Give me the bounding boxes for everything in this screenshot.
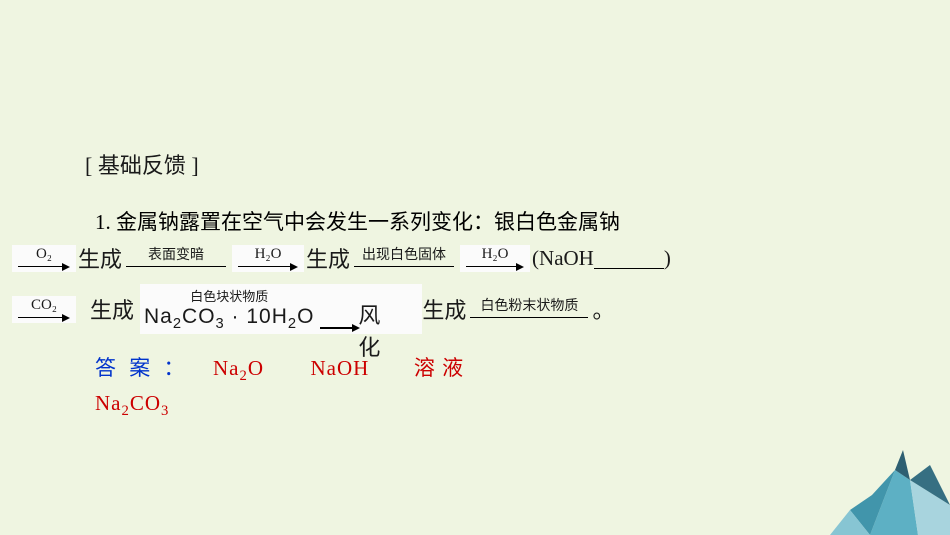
arrow-co2: CO₂	[12, 296, 76, 323]
arrow-o2: O₂	[12, 245, 76, 272]
period: 。	[592, 293, 614, 325]
blank-1: 表面变暗	[126, 249, 226, 267]
section-title: [ 基础反馈 ]	[85, 148, 885, 180]
reaction-line-1: O₂ 生成 表面变暗 H₂O 生成 出现白色固体 H₂O (NaOH)	[10, 242, 885, 274]
arrow-h2o-1: H₂O	[232, 245, 304, 272]
label-shengcheng-3: 生成	[90, 293, 134, 325]
answer-3: 溶 液	[414, 356, 464, 380]
answer-1: Na2O	[213, 356, 264, 380]
compound-na2co3-10h2o: 白色块状物质 Na2CO3 · 10H2O 风化	[140, 284, 422, 334]
answer-label: 答 案 ：	[95, 356, 189, 380]
label-shengcheng-2: 生成	[306, 242, 350, 274]
label-shengcheng-1: 生成	[78, 242, 122, 274]
label-shengcheng-4: 生成	[422, 293, 466, 325]
answer-line-2: Na2CO3	[95, 391, 885, 420]
blank-3: 白色粉末状物质	[470, 300, 588, 318]
reaction-line-2: CO₂ 生成 白色块状物质 Na2CO3 · 10H2O 风化	[10, 284, 885, 334]
answer-line-1: 答 案 ： Na2O NaOH 溶 液	[95, 352, 885, 385]
question-intro: 1. 金属钠露置在空气中会发生一系列变化：银白色金属钠	[95, 206, 885, 236]
slide-content: [ 基础反馈 ] 1. 金属钠露置在空气中会发生一系列变化：银白色金属钠 O₂ …	[85, 148, 885, 421]
blank-2: 出现白色固体	[354, 249, 454, 267]
paren-naoh: (NaOH)	[532, 246, 671, 271]
answer-4: Na2CO3	[95, 391, 169, 415]
decorative-crystal-icon	[810, 440, 950, 535]
arrow-h2o-2: H₂O	[460, 245, 530, 272]
